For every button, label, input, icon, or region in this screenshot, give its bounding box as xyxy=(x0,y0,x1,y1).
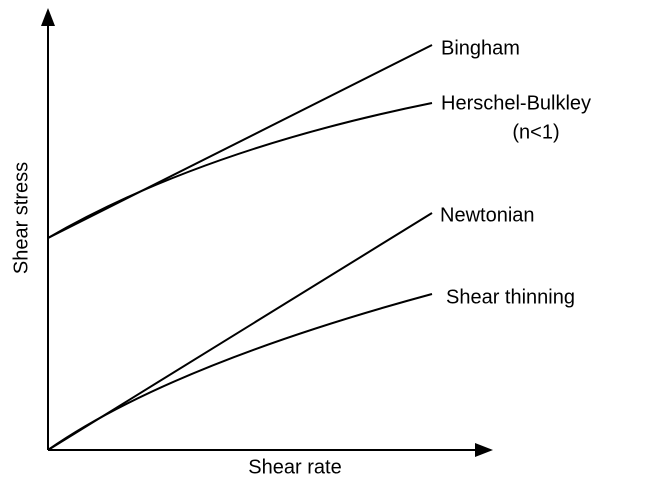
curve-label: Herschel-Bulkley xyxy=(441,92,591,114)
herschel-bulkley-curve xyxy=(47,102,433,239)
curve-label: Newtonian xyxy=(440,204,535,226)
x-axis-arrow xyxy=(475,443,493,457)
shear-thinning-curve xyxy=(47,293,433,451)
x-axis-label: Shear rate xyxy=(248,456,341,478)
curve-sublabel: (n<1) xyxy=(512,121,559,143)
y-axis-arrow xyxy=(41,8,55,26)
curve-label: Shear thinning xyxy=(446,286,575,308)
y-axis-label: Shear stress xyxy=(10,162,32,274)
curve-label: Bingham xyxy=(441,37,520,59)
bingham-curve xyxy=(47,44,433,239)
